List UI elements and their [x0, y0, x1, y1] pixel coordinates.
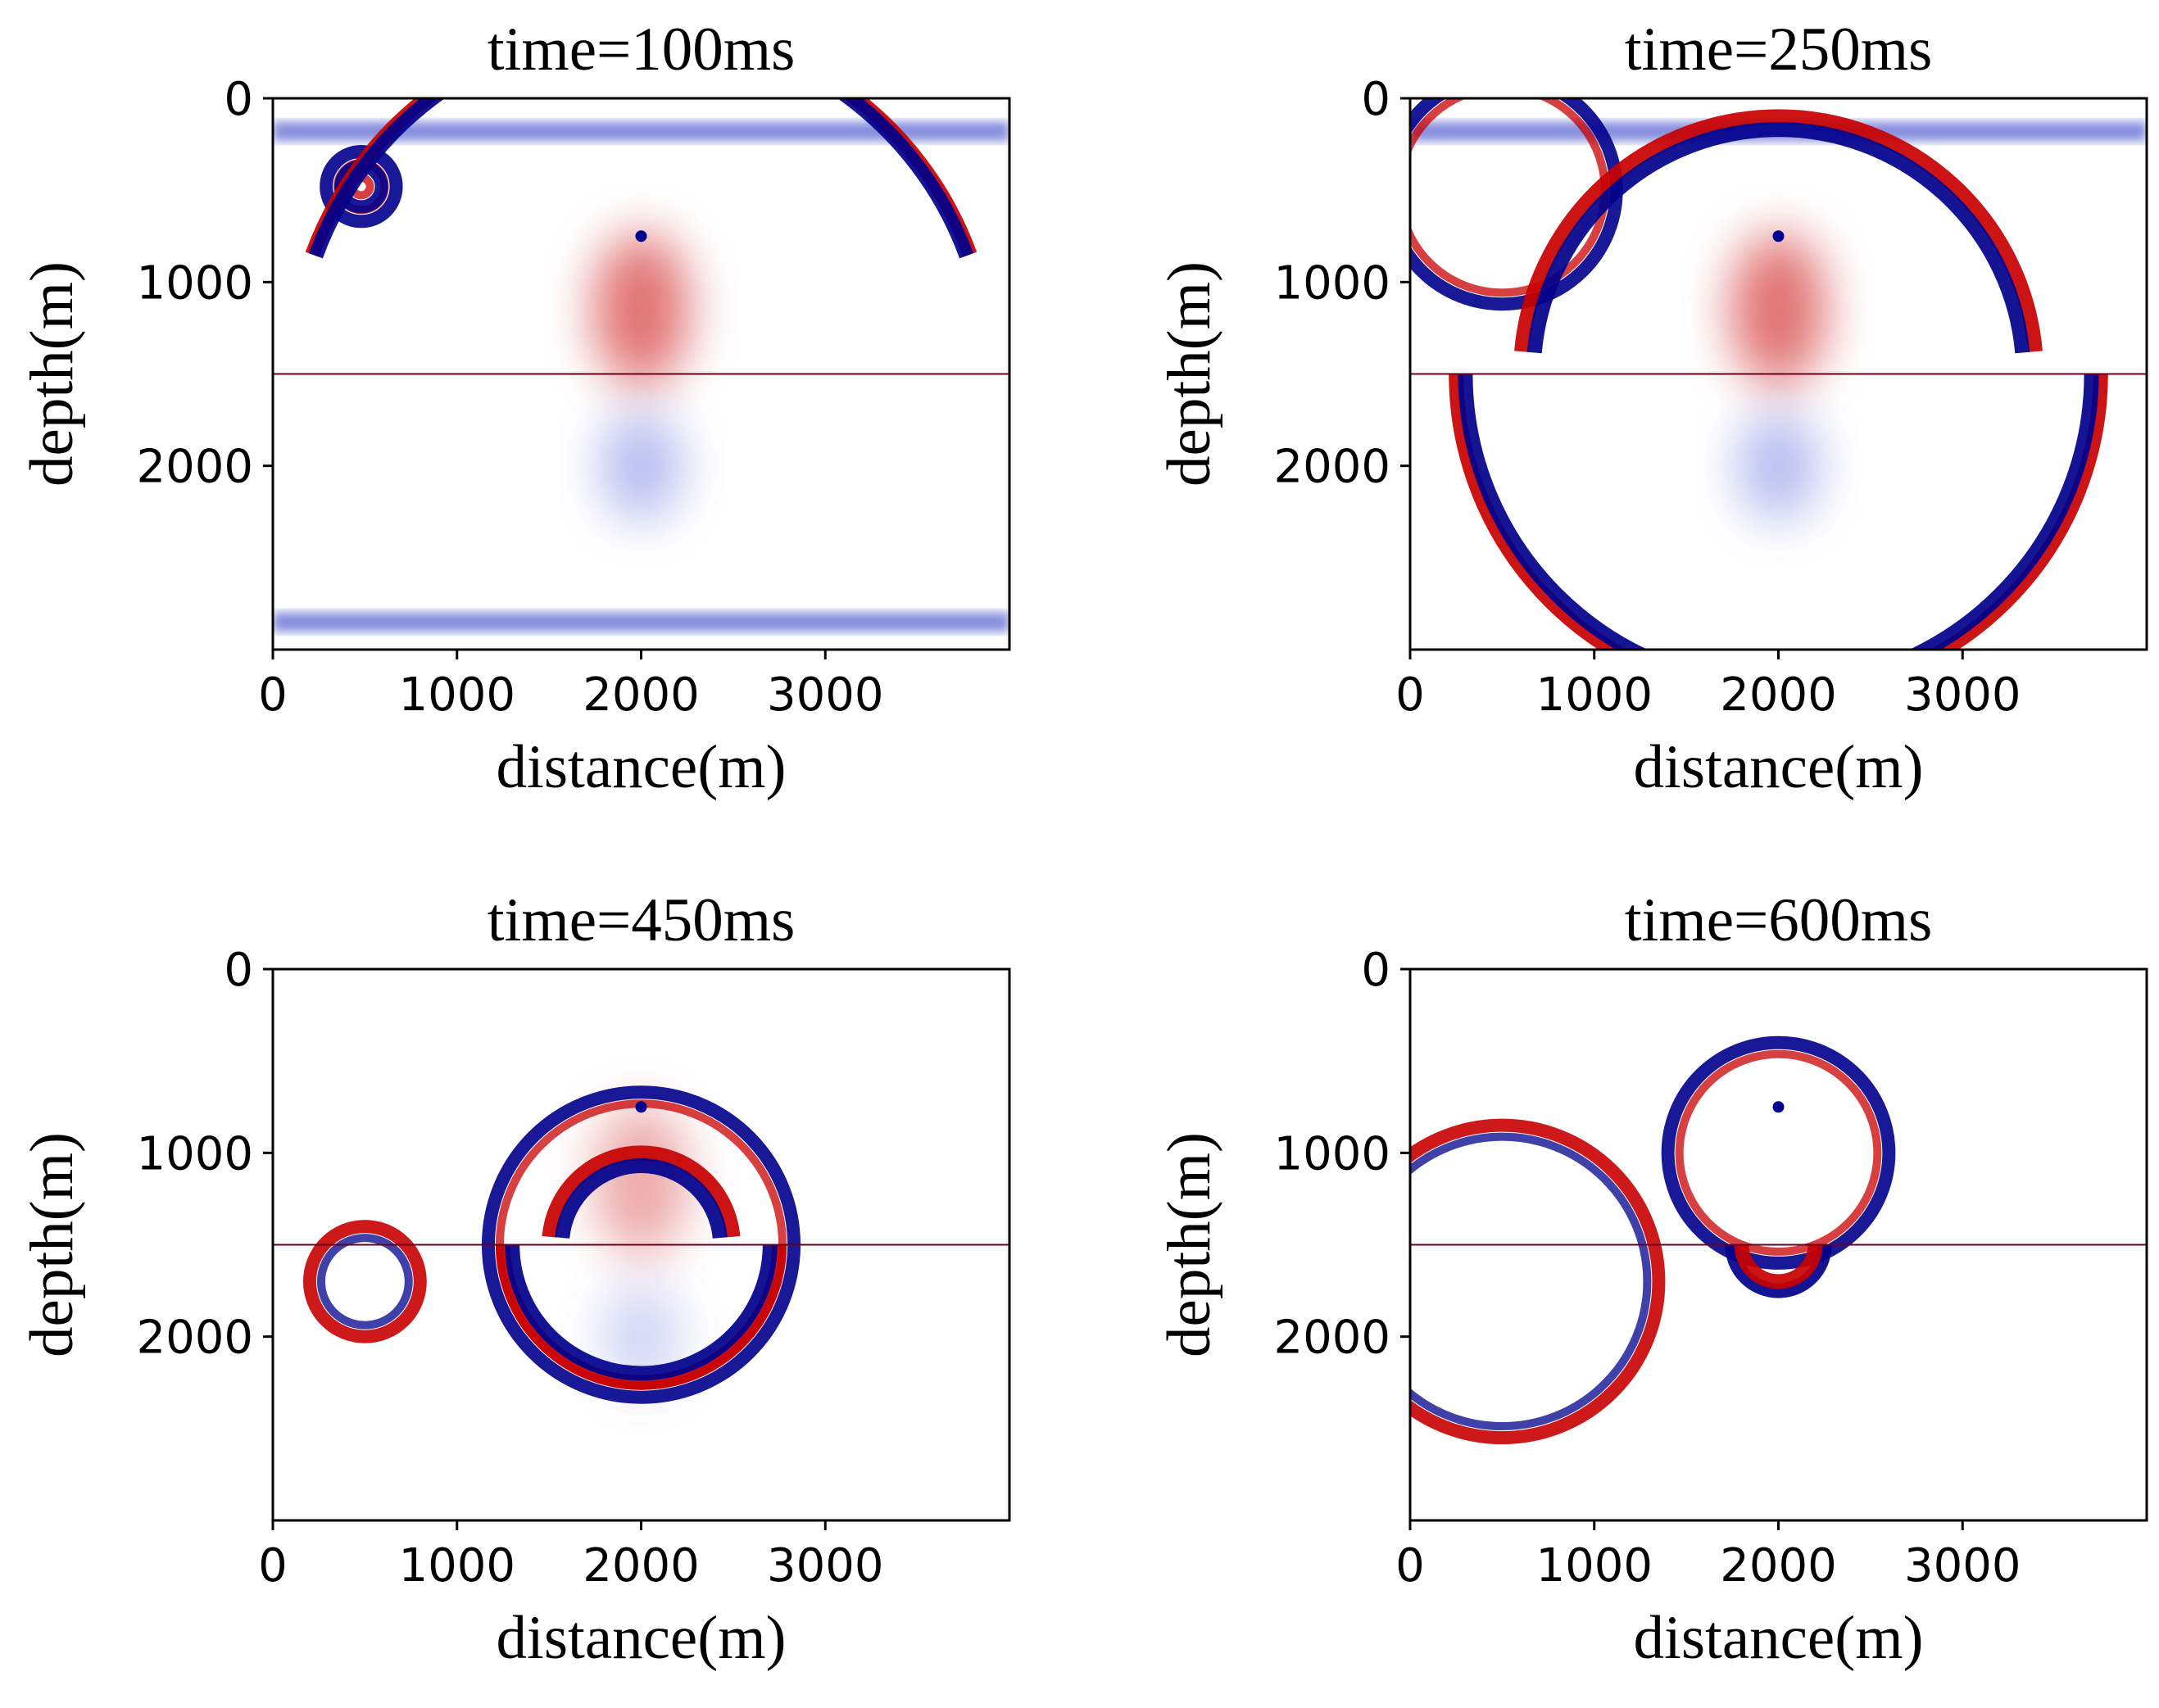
wavefront-circle-1: [302, 1220, 427, 1343]
wavefront-circle-2: [1661, 1035, 1896, 1270]
wavefront-arc-1: [495, 1244, 787, 1390]
panel-title: time=250ms: [1625, 16, 1933, 84]
y-tick-label: 1000: [136, 256, 253, 310]
source-lobe-blue: [1738, 410, 1819, 521]
wavefront-arc-2: [505, 1244, 778, 1381]
y-axis-label: depth(m): [1155, 1132, 1223, 1357]
x-tick-label: 1000: [1535, 1539, 1653, 1592]
wavefront-arc-2: [309, 98, 974, 259]
x-tick-label: 3000: [767, 1539, 884, 1592]
x-axis-label: distance(m): [1633, 1604, 1923, 1672]
x-tick-label: 0: [1395, 668, 1425, 722]
source-lobe-red: [593, 232, 689, 387]
y-tick-label: 0: [1361, 73, 1390, 126]
y-axis-label: depth(m): [18, 261, 86, 487]
x-tick-label: 2000: [1720, 668, 1837, 722]
x-tick-label: 2000: [583, 668, 700, 722]
wavefield-image: [1410, 98, 2147, 695]
y-tick-label: 1000: [1273, 256, 1390, 310]
y-tick-label: 0: [224, 73, 253, 126]
wavefront-arc-1: [1725, 1244, 1832, 1298]
source-marker: [635, 1101, 647, 1113]
y-tick-label: 0: [224, 944, 253, 997]
x-axis-label: distance(m): [496, 1604, 786, 1672]
wavefront-circle-1: [320, 145, 403, 229]
y-tick-label: 2000: [1273, 441, 1390, 494]
x-tick-label: 3000: [1904, 668, 2021, 722]
wavefront-arc-3: [542, 1145, 741, 1238]
source-lobe-blue: [601, 1281, 682, 1392]
panel-2: 0 1000 2000 3000 0 1000 2000 time=250ms distance…: [1155, 16, 2148, 801]
panel-title: time=100ms: [488, 16, 796, 84]
x-tick-label: 3000: [767, 668, 884, 722]
x-tick-label: 0: [258, 1539, 288, 1592]
wavefront-circle-inner-1: [1410, 1132, 1652, 1430]
x-tick-label: 0: [1395, 1539, 1425, 1592]
x-tick-label: 2000: [1720, 1539, 1837, 1592]
wavefront-arc-3: [1514, 109, 2043, 352]
y-tick-label: 2000: [136, 441, 253, 494]
panel-4: 0 1000 2000 3000 0 1000 2000 time=600ms distance…: [1155, 886, 2148, 1672]
x-tick-label: 3000: [1904, 1539, 2021, 1592]
panel-title: time=600ms: [1625, 886, 1933, 954]
source-lobe-red: [593, 1103, 689, 1258]
y-axis-label: depth(m): [18, 1132, 86, 1357]
wavefront-circle-1: [1410, 1118, 1666, 1444]
wavefield-image: [273, 1085, 1009, 1404]
wavefront-band-2: [273, 612, 1009, 632]
wavefield-image: [273, 98, 1009, 632]
source-lobe-blue: [601, 410, 682, 521]
x-axis-label: distance(m): [496, 733, 786, 801]
source-lobe-red: [1730, 232, 1826, 387]
x-tick-label: 1000: [398, 668, 515, 722]
x-axis-label: distance(m): [1633, 733, 1923, 801]
wavefront-circle-inner-2: [1675, 1049, 1882, 1256]
wavefront-arc-4: [1526, 122, 2030, 354]
y-tick-label: 1000: [1273, 1127, 1390, 1180]
y-tick-label: 2000: [136, 1312, 253, 1365]
wavefront-arc-4: [555, 1158, 728, 1239]
y-tick-label: 0: [1361, 944, 1390, 997]
wavefield-image: [1410, 1035, 2147, 1444]
y-tick-label: 1000: [136, 1127, 253, 1180]
source-marker: [1772, 1101, 1785, 1113]
x-tick-label: 1000: [1535, 668, 1653, 722]
y-tick-label: 2000: [1273, 1312, 1390, 1365]
wavefront-circle-inner-1: [316, 1234, 413, 1330]
x-tick-label: 0: [258, 668, 288, 722]
y-axis-label: depth(m): [1155, 261, 1223, 487]
x-tick-label: 2000: [583, 1539, 700, 1592]
panel-1: 0 1000 2000 3000 0 1000 2000 time=100ms distance…: [18, 16, 1011, 801]
panel-3: 0 1000 2000 3000 0 1000 2000 time=450ms distance…: [18, 886, 1011, 1672]
x-tick-label: 1000: [398, 1539, 515, 1592]
source-marker: [635, 230, 647, 242]
wavefront-arc-2: [1734, 1244, 1823, 1289]
source-marker: [1772, 230, 1785, 242]
panel-title: time=450ms: [488, 886, 796, 954]
